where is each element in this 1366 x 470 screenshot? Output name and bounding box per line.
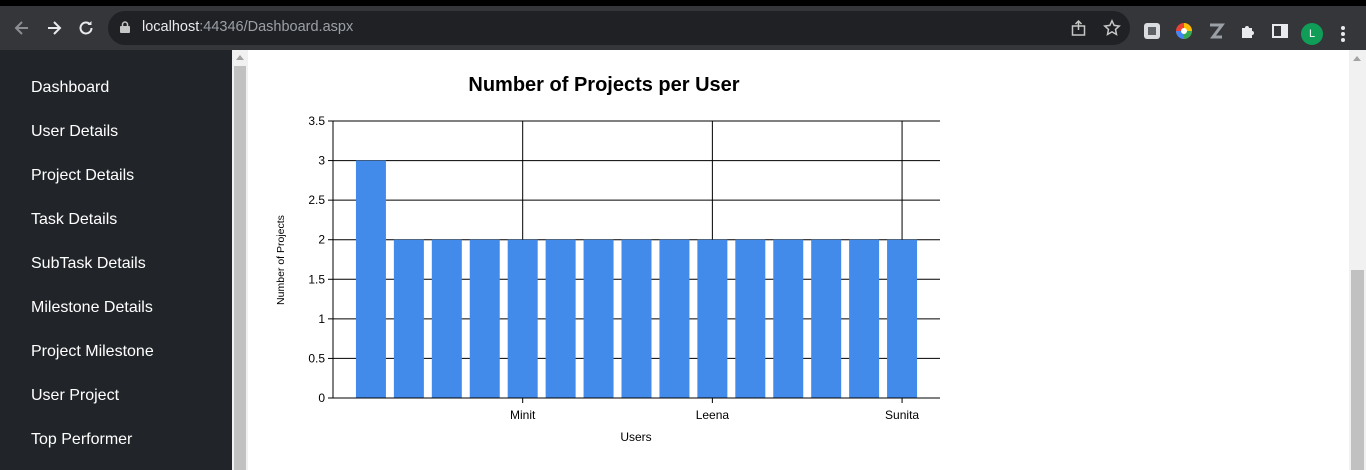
reload-icon: [79, 21, 93, 35]
bar[interactable]: [469, 239, 500, 398]
y-tick-label: 0.5: [308, 351, 325, 365]
arrow-right-icon: [48, 21, 62, 35]
bookmark-button[interactable]: [1103, 19, 1121, 37]
y-axis-label: Number of Projects: [275, 215, 287, 305]
scroll-up-arrow-icon[interactable]: [236, 55, 244, 60]
projects-per-user-chart: Number of Projects per User 0 0.5 1 1.5 2 2.5…: [248, 50, 1348, 470]
url-text: localhost:44346/Dashboard.aspx: [142, 19, 353, 35]
share-button[interactable]: [1070, 19, 1088, 37]
sidebar-scrollbar[interactable]: [232, 50, 248, 470]
x-tick-label: Minit: [510, 408, 536, 422]
y-tick-label: 2.5: [308, 193, 325, 207]
bar[interactable]: [811, 239, 842, 398]
bar[interactable]: [545, 239, 576, 398]
bar[interactable]: [849, 239, 880, 398]
sidebar-item-project-milestone[interactable]: Project Milestone: [31, 343, 154, 360]
back-button[interactable]: [12, 18, 32, 38]
bar[interactable]: [887, 239, 918, 398]
bar[interactable]: [393, 239, 424, 398]
bar[interactable]: [355, 160, 386, 398]
sidebar-item-subtask-details[interactable]: SubTask Details: [31, 255, 146, 272]
color-wheel-extension-icon[interactable]: [1175, 22, 1193, 40]
y-tick-label: 1: [318, 312, 325, 326]
url-path: :44346/Dashboard.aspx: [199, 19, 354, 35]
browser-toolbar: localhost:44346/Dashboard.aspx L: [0, 6, 1366, 50]
sidebar-item-dashboard[interactable]: Dashboard: [31, 79, 110, 96]
bar[interactable]: [735, 239, 766, 398]
sidebar-item-milestone-details[interactable]: Milestone Details: [31, 299, 153, 316]
bar[interactable]: [697, 239, 728, 398]
reload-button[interactable]: [76, 18, 96, 38]
url-host: localhost: [142, 19, 200, 35]
window-top-strip: [0, 0, 1366, 6]
bar[interactable]: [431, 239, 462, 398]
x-axis-label: Users: [620, 430, 651, 444]
chart-bars: [355, 160, 918, 398]
star-icon: [1103, 19, 1121, 36]
bar[interactable]: [659, 239, 690, 398]
forward-button[interactable]: [44, 18, 64, 38]
page-scroll-up-arrow-icon[interactable]: [1353, 56, 1361, 61]
share-icon: [1071, 19, 1086, 36]
y-tick-label: 3: [318, 154, 325, 168]
sidebar-item-top-performer[interactable]: Top Performer: [31, 431, 133, 448]
extension-puzzle-page-icon[interactable]: [1143, 22, 1161, 40]
browser-menu-button[interactable]: [1336, 23, 1350, 45]
chart-title: Number of Projects per User: [468, 74, 739, 96]
page-scrollbar[interactable]: [1349, 50, 1366, 470]
x-tick-label: Leena: [696, 408, 730, 422]
y-tick-label: 1.5: [308, 272, 325, 286]
arrow-left-icon: [14, 21, 28, 35]
extensions-puzzle-icon[interactable]: [1239, 22, 1257, 40]
side-panel-icon[interactable]: [1271, 22, 1289, 40]
x-tick-label: Sunita: [885, 408, 919, 422]
chart-axes: 0 0.5 1 1.5 2 2.5 3 3.5 Minit Leena Sunita: [308, 114, 940, 422]
y-tick-label: 2: [318, 233, 325, 247]
bar[interactable]: [621, 239, 652, 398]
profile-avatar[interactable]: L: [1301, 23, 1323, 45]
bar[interactable]: [773, 239, 804, 398]
y-tick-label: 0: [318, 391, 325, 405]
address-bar[interactable]: localhost:44346/Dashboard.aspx: [108, 11, 1130, 45]
sidebar-item-user-details[interactable]: User Details: [31, 123, 119, 140]
sidebar-scrollbar-thumb[interactable]: [234, 66, 246, 470]
bar[interactable]: [507, 239, 538, 398]
bar[interactable]: [583, 239, 614, 398]
kebab-menu-icon: [1341, 26, 1345, 42]
zotero-extension-icon[interactable]: [1207, 22, 1225, 40]
sidebar-item-project-details[interactable]: Project Details: [31, 167, 135, 184]
page-scrollbar-thumb[interactable]: [1351, 270, 1364, 470]
lock-icon: [120, 21, 130, 33]
y-tick-label: 3.5: [308, 114, 325, 128]
sidebar-nav: Dashboard User Details Project Details T…: [0, 50, 232, 470]
sidebar-item-task-details[interactable]: Task Details: [31, 211, 118, 228]
bar-chart-svg: Number of Projects per User 0 0.5 1 1.5 2 2.5…: [275, 74, 940, 444]
sidebar-item-user-project[interactable]: User Project: [31, 387, 120, 404]
